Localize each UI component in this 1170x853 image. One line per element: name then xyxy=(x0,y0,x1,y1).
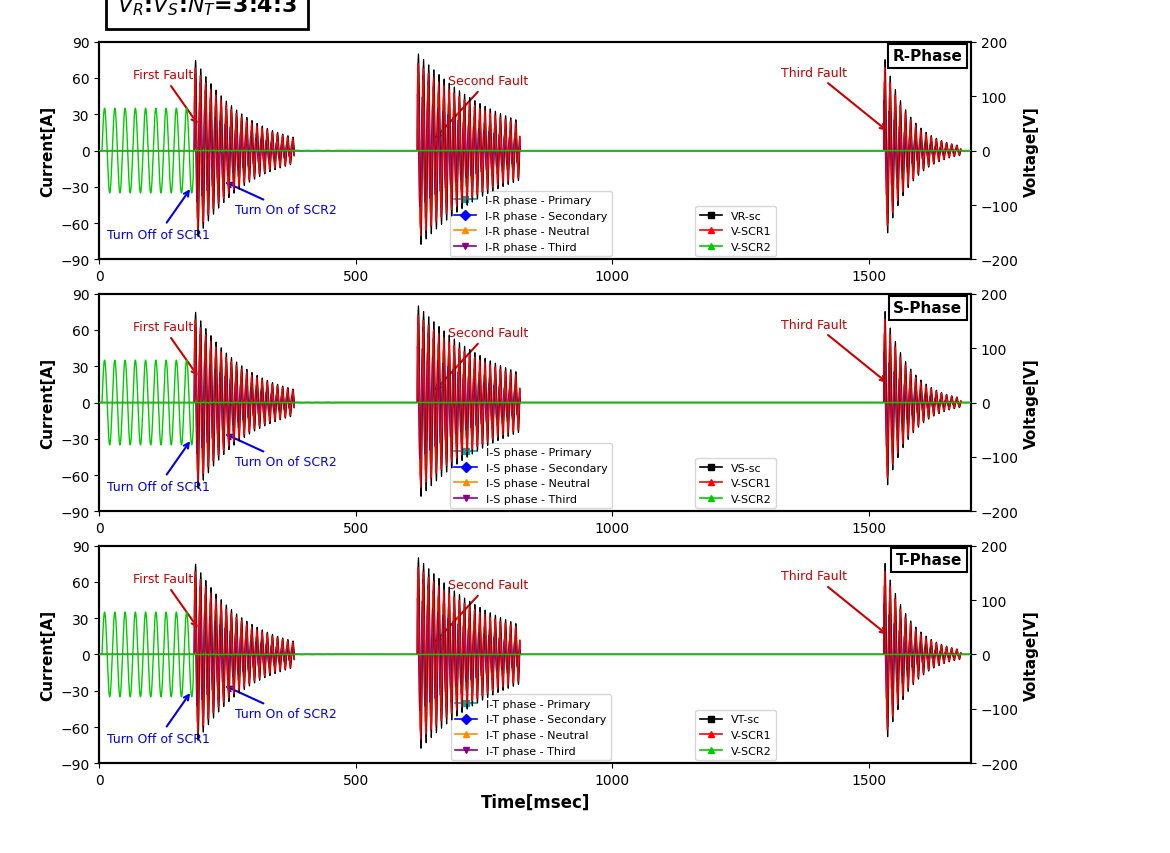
Y-axis label: Voltage[V]: Voltage[V] xyxy=(1025,609,1039,700)
Text: Third Fault: Third Fault xyxy=(782,570,885,633)
Text: Turn Off of SCR1: Turn Off of SCR1 xyxy=(108,444,211,493)
Text: Turn Off of SCR1: Turn Off of SCR1 xyxy=(108,695,211,745)
Text: First Fault: First Fault xyxy=(132,321,197,374)
Text: First Fault: First Fault xyxy=(132,572,197,626)
Y-axis label: Voltage[V]: Voltage[V] xyxy=(1025,357,1039,449)
Y-axis label: Current[A]: Current[A] xyxy=(40,357,55,449)
Legend: VR-sc, V-SCR1, V-SCR2: VR-sc, V-SCR1, V-SCR2 xyxy=(695,207,776,257)
Text: $V_R$:$V_S$:$N_T$=3:4:3: $V_R$:$V_S$:$N_T$=3:4:3 xyxy=(117,0,297,19)
Text: T-Phase: T-Phase xyxy=(896,553,963,567)
Text: First Fault: First Fault xyxy=(132,69,197,123)
Text: Turn Off of SCR1: Turn Off of SCR1 xyxy=(108,192,211,241)
Text: Second Fault: Second Fault xyxy=(436,75,529,138)
Y-axis label: Current[A]: Current[A] xyxy=(40,609,55,700)
Text: Third Fault: Third Fault xyxy=(782,318,885,381)
Text: Third Fault: Third Fault xyxy=(782,67,885,130)
Text: R-Phase: R-Phase xyxy=(893,49,963,64)
Legend: VS-sc, V-SCR1, V-SCR2: VS-sc, V-SCR1, V-SCR2 xyxy=(695,459,776,508)
Text: Second Fault: Second Fault xyxy=(436,327,529,390)
X-axis label: Time[msec]: Time[msec] xyxy=(481,792,590,810)
Y-axis label: Voltage[V]: Voltage[V] xyxy=(1025,106,1039,197)
Text: Turn On of SCR2: Turn On of SCR2 xyxy=(227,435,337,469)
Text: Second Fault: Second Fault xyxy=(436,578,529,641)
Text: Turn On of SCR2: Turn On of SCR2 xyxy=(227,687,337,721)
Text: S-Phase: S-Phase xyxy=(893,301,963,316)
Y-axis label: Current[A]: Current[A] xyxy=(40,106,55,197)
Text: Turn On of SCR2: Turn On of SCR2 xyxy=(227,183,337,218)
Legend: VT-sc, V-SCR1, V-SCR2: VT-sc, V-SCR1, V-SCR2 xyxy=(695,711,776,760)
